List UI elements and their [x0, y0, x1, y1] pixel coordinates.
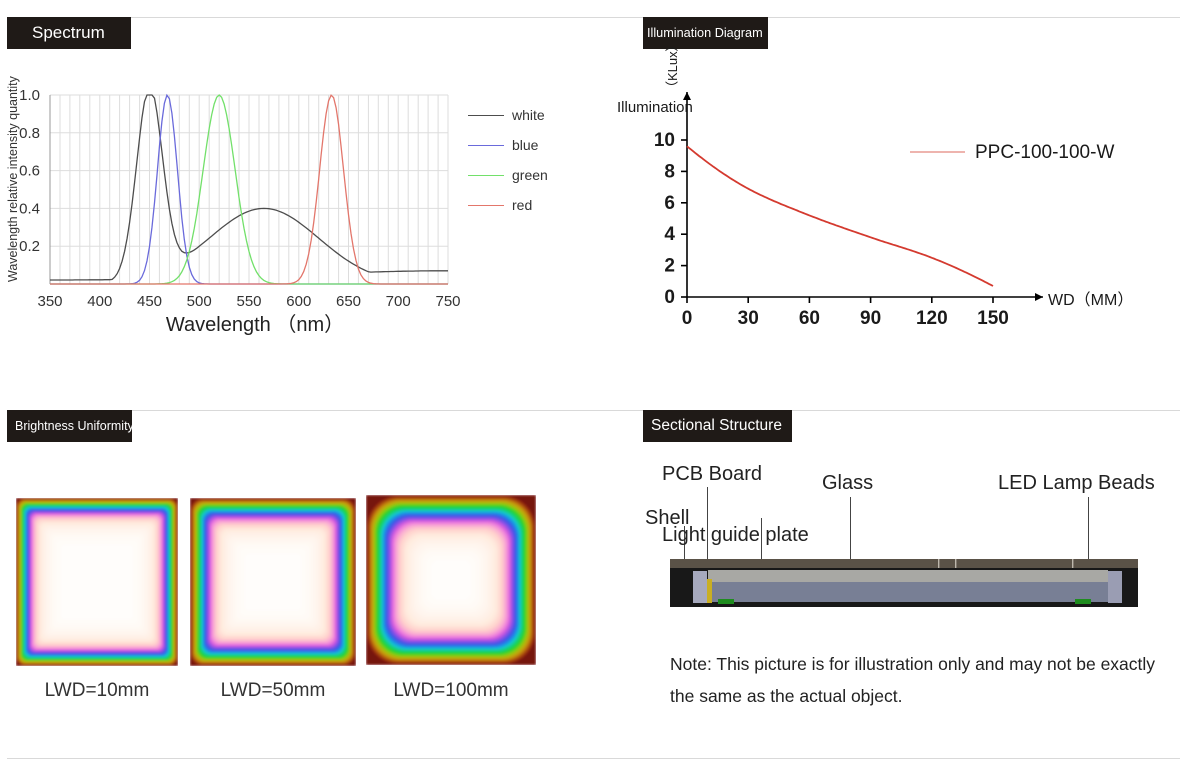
- svg-text:PPC-100-100-W: PPC-100-100-W: [975, 142, 1114, 163]
- svg-text:8: 8: [664, 161, 675, 182]
- svg-text:350: 350: [37, 293, 62, 310]
- svg-text:30: 30: [738, 308, 759, 329]
- svg-text:90: 90: [860, 308, 881, 329]
- svg-text:0: 0: [682, 308, 693, 329]
- svg-text:0: 0: [664, 287, 675, 308]
- svg-text:750: 750: [435, 293, 460, 310]
- svg-text:6: 6: [664, 193, 675, 214]
- svg-text:Illumination: Illumination: [617, 99, 693, 116]
- svg-text:2: 2: [664, 256, 675, 277]
- svg-text:700: 700: [386, 293, 411, 310]
- svg-text:60: 60: [799, 308, 820, 329]
- svg-text:10: 10: [654, 130, 675, 151]
- svg-text:4: 4: [664, 224, 675, 245]
- svg-text:WD（MM）: WD（MM）: [1048, 291, 1133, 309]
- svg-text:400: 400: [87, 293, 112, 310]
- svg-text:120: 120: [916, 308, 948, 329]
- svg-text:150: 150: [977, 308, 1009, 329]
